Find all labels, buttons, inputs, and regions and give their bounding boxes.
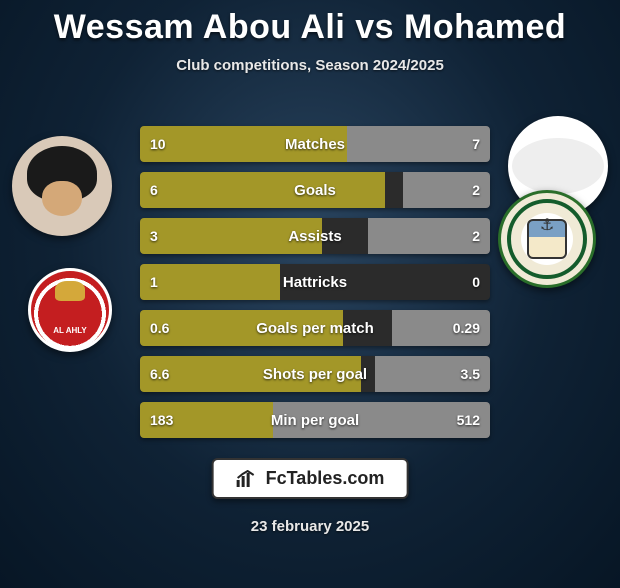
page-title: Wessam Abou Ali vs Mohamed [0,8,620,47]
stat-row: 10Hattricks [140,264,490,300]
stat-row: 0.60.29Goals per match [140,310,490,346]
subtitle: Club competitions, Season 2024/2025 [0,57,620,74]
stat-row: 32Assists [140,218,490,254]
brand-box[interactable]: FcTables.com [212,458,409,499]
stat-row: 183512Min per goal [140,402,490,438]
club-left-logo: AL AHLY [28,268,112,352]
stat-row: 107Matches [140,126,490,162]
stat-label: Hattricks [140,264,490,300]
stat-row: 62Goals [140,172,490,208]
stat-label: Min per goal [140,402,490,438]
chart-icon [236,470,258,488]
stat-label: Goals [140,172,490,208]
stat-label: Shots per goal [140,356,490,392]
stat-label: Goals per match [140,310,490,346]
player-left-avatar [12,136,112,236]
stat-row: 6.63.5Shots per goal [140,356,490,392]
stat-label: Assists [140,218,490,254]
stat-label: Matches [140,126,490,162]
brand-text: FcTables.com [266,468,385,489]
stats-bars: 107Matches 62Goals 32Assists 10Hattricks 0.6… [140,126,490,448]
club-right-logo: ⚓︎ [498,190,596,288]
date-text: 23 february 2025 [0,518,620,535]
